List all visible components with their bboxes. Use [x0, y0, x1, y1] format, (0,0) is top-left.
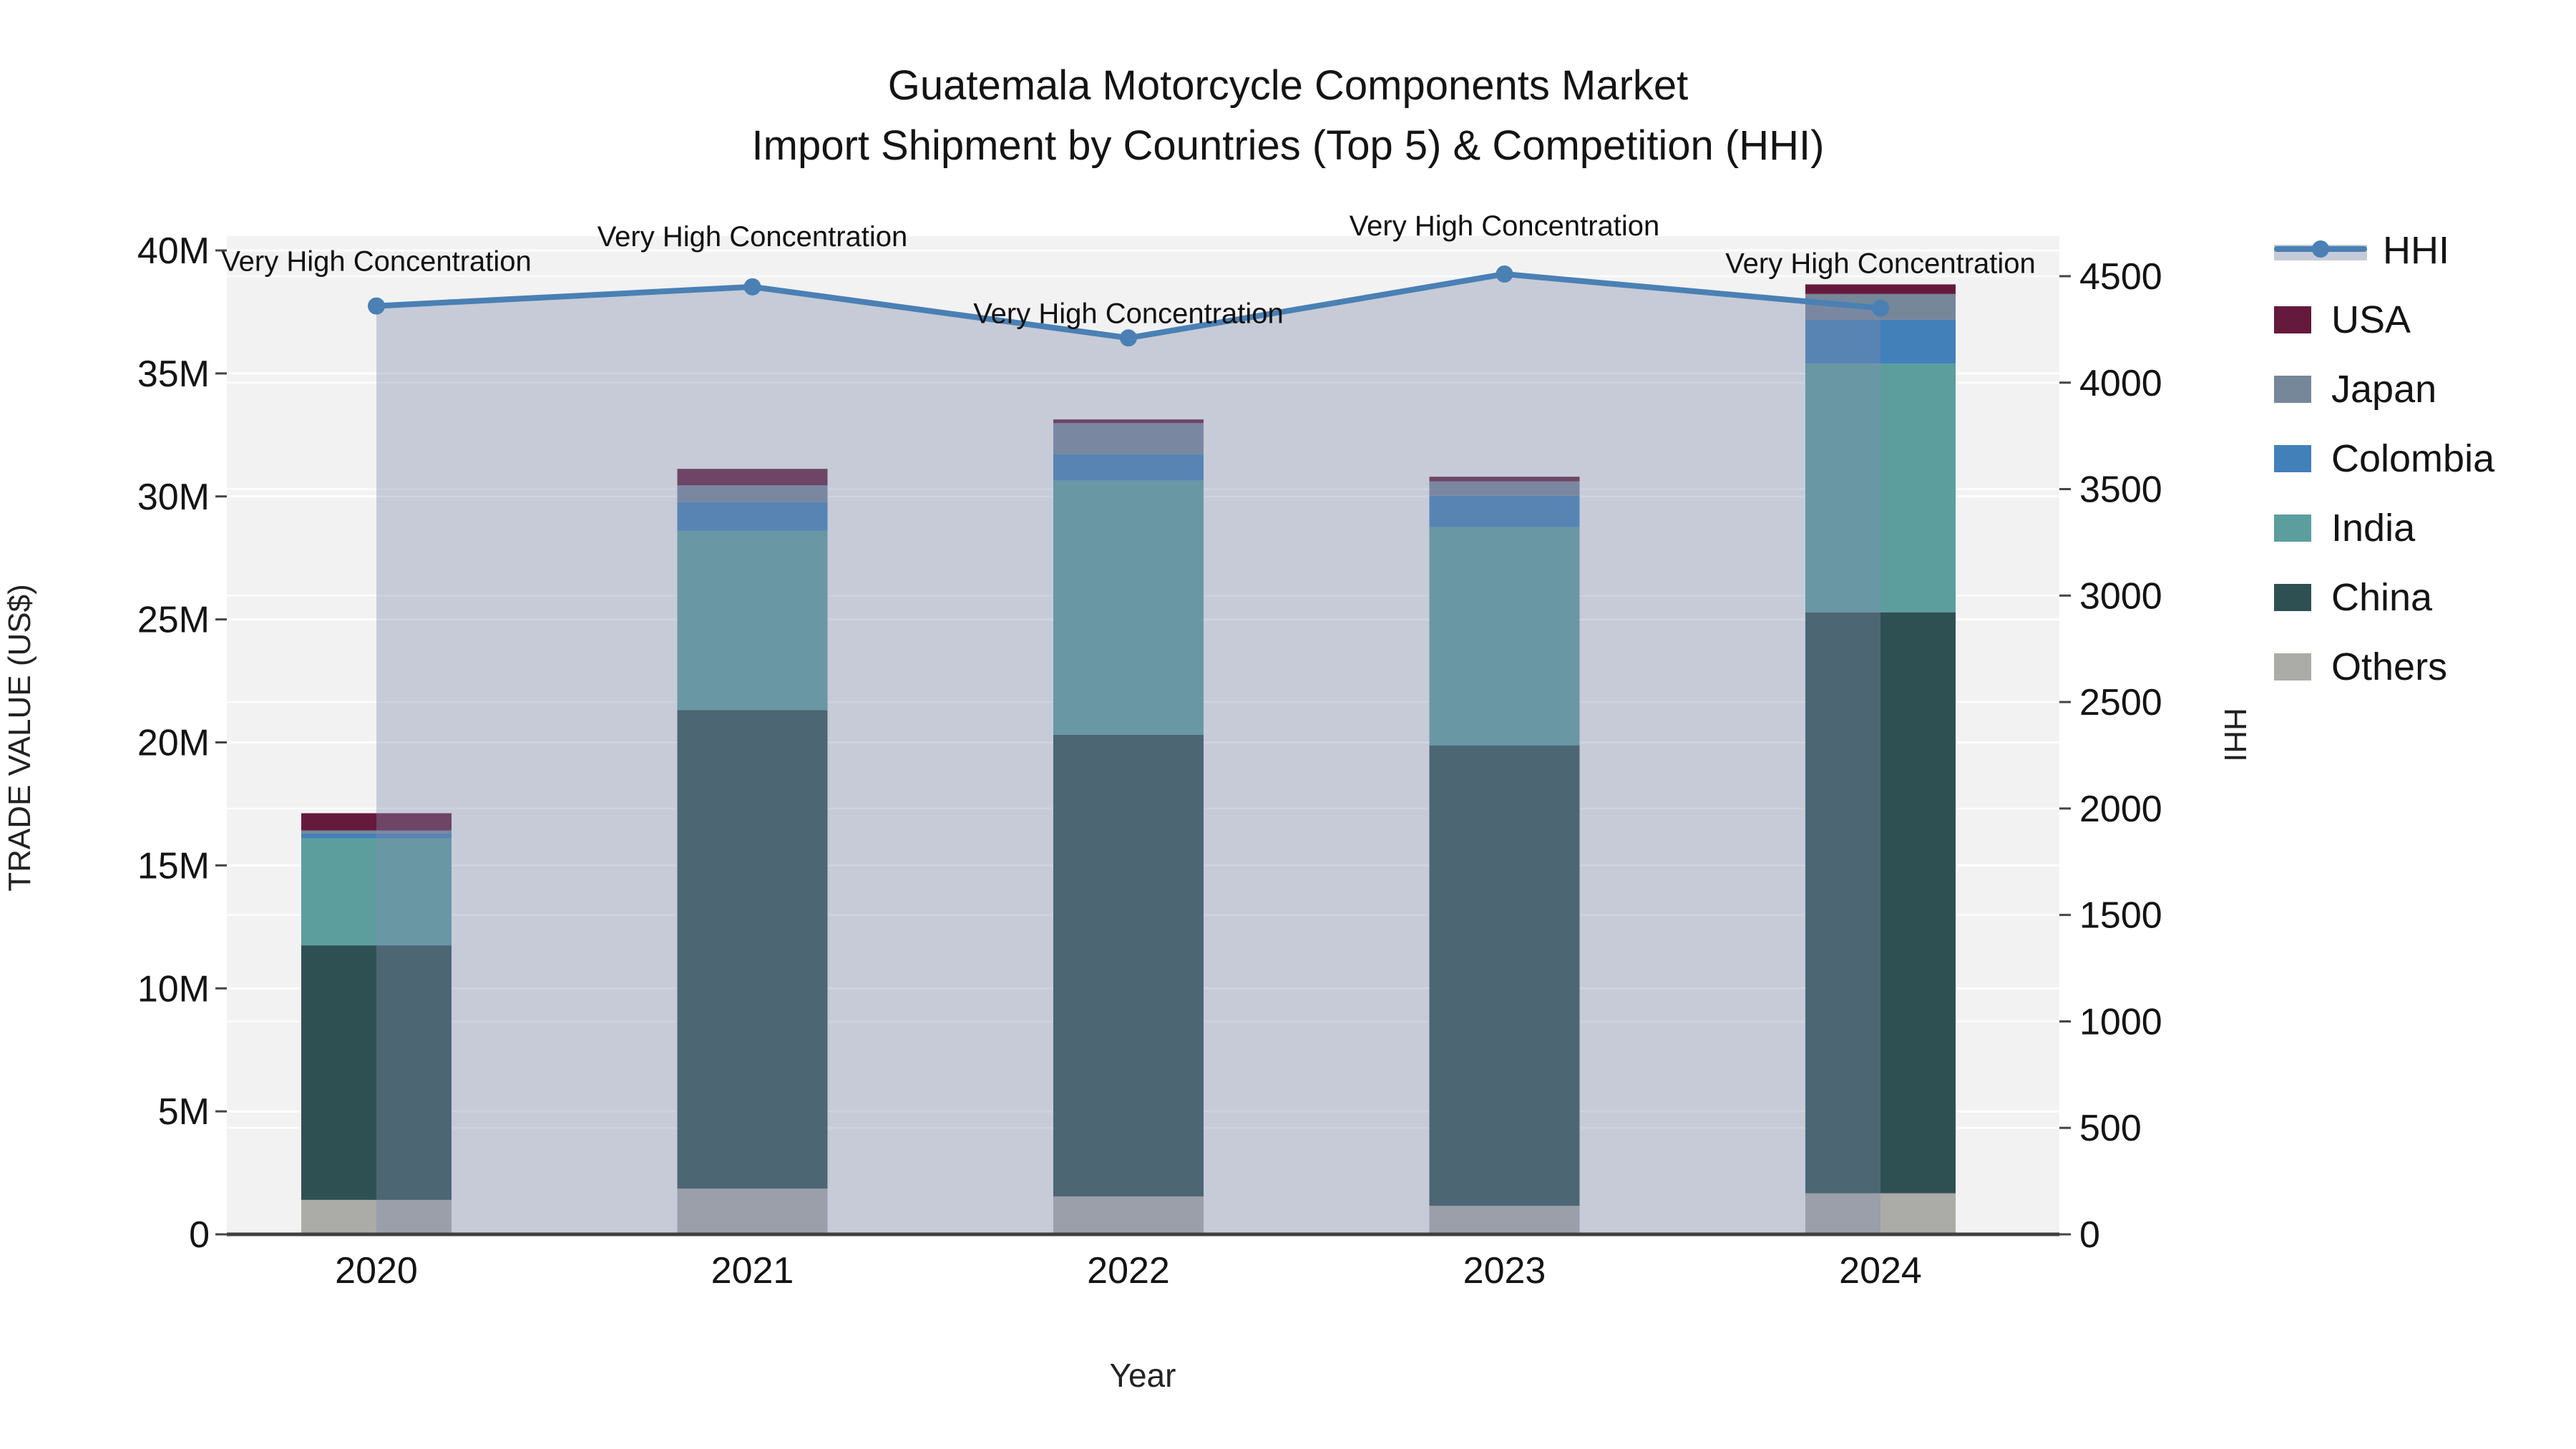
chart-title-line2: Import Shipment by Countries (Top 5) & C…	[751, 122, 1825, 170]
x-tick-label-2023: 2023	[1463, 1250, 1546, 1292]
annotation-2020: Very High Concentration	[221, 246, 532, 278]
y-left-tick-label: 0	[189, 1214, 210, 1256]
y-left-tick-label: 25M	[137, 600, 210, 641]
legend-item-others: Others	[2274, 644, 2494, 690]
y-right-tick-label: 2000	[2079, 789, 2162, 830]
hhi-area-fill	[376, 274, 1880, 1234]
y-right-tick-label: 3000	[2079, 575, 2162, 617]
y-right-tick-label: 1500	[2079, 895, 2162, 937]
y-right-tick-label: 0	[2079, 1214, 2100, 1256]
y-left-tick-label: 20M	[137, 723, 210, 764]
bar-segment-2023-china	[1429, 745, 1580, 1206]
bar-segment-2022-india	[1053, 480, 1204, 735]
y-right-tick-label: 4000	[2079, 363, 2162, 404]
legend-label: China	[2331, 576, 2433, 619]
x-tick-label-2024: 2024	[1839, 1250, 1922, 1292]
annotation-2024: Very High Concentration	[1725, 248, 2036, 280]
legend-swatch-icon	[2274, 445, 2311, 472]
bar-segment-2021-others	[677, 1189, 828, 1234]
legend-swatch-icon	[2274, 376, 2311, 403]
chart-title-line1: Guatemala Motorcycle Components Market	[887, 62, 1689, 109]
bar-segment-2020-japan	[301, 830, 452, 834]
y-axis-title-right: HHI	[2218, 708, 2253, 762]
bar-segment-2023-colombia	[1429, 495, 1580, 527]
legend: HHI USA Japan Colombia India China Others	[2274, 228, 2494, 713]
y-left-tick-label: 10M	[137, 968, 210, 1010]
bar-segment-2022-others	[1053, 1196, 1204, 1234]
legend-item-japan: Japan	[2274, 366, 2494, 412]
bar-segment-2022-usa	[1053, 419, 1204, 424]
legend-line-marker-icon	[2274, 237, 2367, 264]
bar-segment-2021-usa	[677, 469, 828, 486]
y-axis-title-left: TRADE VALUE (US$)	[2, 584, 37, 892]
bar-segment-2022-colombia	[1053, 454, 1204, 481]
legend-label: Others	[2331, 645, 2448, 688]
y-right-tick-label: 2500	[2079, 682, 2162, 723]
bar-segment-2021-india	[677, 530, 828, 711]
hhi-marker-2022	[1120, 329, 1137, 347]
legend-item-hhi: HHI	[2274, 228, 2494, 273]
bar-segment-2020-india	[301, 838, 452, 946]
hhi-marker-2024	[1872, 299, 1889, 317]
legend-swatch-icon	[2274, 584, 2311, 611]
bar-segment-2021-japan	[677, 485, 828, 502]
y-left-tick-label: 30M	[137, 477, 210, 518]
x-tick-label-2020: 2020	[335, 1250, 418, 1292]
legend-label: India	[2331, 507, 2416, 550]
y-left-tick-label: 15M	[137, 845, 210, 887]
bar-segment-2020-others	[301, 1199, 452, 1234]
legend-swatch-icon	[2274, 514, 2311, 542]
bar-segment-2024-india	[1805, 364, 1956, 613]
x-tick-label-2021: 2021	[711, 1250, 794, 1292]
legend-label: Colombia	[2331, 437, 2495, 480]
legend-label: Japan	[2331, 368, 2437, 411]
bar-segment-2023-usa	[1429, 477, 1580, 482]
hhi-marker-2020	[368, 297, 385, 315]
x-axis-title: Year	[1109, 1357, 1176, 1394]
y-left-tick-label: 40M	[137, 230, 210, 272]
bar-segment-2023-others	[1429, 1206, 1580, 1234]
bar-segment-2023-india	[1429, 527, 1580, 746]
legend-swatch-icon	[2274, 306, 2311, 333]
bar-segment-2020-china	[301, 945, 452, 1200]
y-right-tick-label: 500	[2079, 1108, 2142, 1149]
y-right-tick-label: 1000	[2079, 1001, 2162, 1043]
annotation-2022: Very High Concentration	[973, 298, 1284, 329]
x-tick-label-2022: 2022	[1087, 1250, 1170, 1292]
bar-segment-2022-china	[1053, 734, 1204, 1197]
legend-item-colombia: Colombia	[2274, 436, 2494, 482]
bar-segment-2020-colombia	[301, 833, 452, 839]
legend-item-usa: USA	[2274, 297, 2494, 343]
chart-title: Guatemala Motorcycle Components Market I…	[0, 56, 2576, 176]
bar-segment-2023-japan	[1429, 481, 1580, 496]
hhi-marker-2021	[743, 278, 761, 296]
y-right-tick-label: 3500	[2079, 469, 2162, 511]
legend-swatch-icon	[2274, 653, 2311, 680]
bar-segment-2024-china	[1805, 612, 1956, 1194]
bar-segment-2024-usa	[1805, 284, 1956, 294]
bar-segment-2021-colombia	[677, 502, 828, 531]
bar-segment-2021-china	[677, 710, 828, 1189]
bar-segment-2024-colombia	[1805, 319, 1956, 364]
legend-item-india: India	[2274, 505, 2494, 551]
y-right-tick-label: 4500	[2079, 256, 2162, 298]
hhi-marker-2023	[1496, 265, 1513, 283]
bar-segment-2020-usa	[301, 813, 452, 831]
legend-label: HHI	[2383, 229, 2449, 272]
legend-label: USA	[2331, 298, 2411, 341]
y-left-tick-label: 35M	[137, 353, 210, 395]
annotation-2023: Very High Concentration	[1350, 210, 1660, 242]
bar-segment-2024-others	[1805, 1193, 1956, 1234]
annotation-2021: Very High Concentration	[597, 221, 908, 253]
bar-segment-2022-japan	[1053, 423, 1204, 454]
y-left-tick-label: 5M	[158, 1091, 210, 1133]
legend-item-china: China	[2274, 575, 2494, 620]
